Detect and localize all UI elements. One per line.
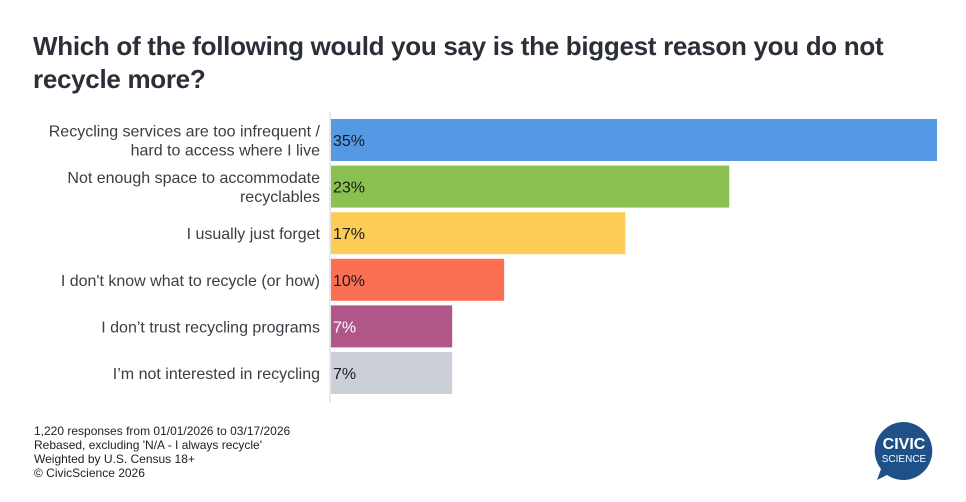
bar-4 [331,305,453,348]
logo-text-science: SCIENCE [882,454,927,465]
category-label-2: I usually just forget [187,226,321,243]
bar-2 [331,212,626,255]
bar-5 [331,352,453,394]
value-label-3: 10% [333,273,365,290]
chart-title: Which of the following would you say is … [33,31,884,94]
category-label-0: Recycling services are too infrequent / h… [49,124,321,160]
bar-chart: 35% Recycling services are too infrequent… [49,112,937,403]
footnote-rebased: Rebased, excluding 'N/A - I always recyc… [34,438,263,452]
civicscience-logo: CIVIC SCIENCE [874,421,933,480]
value-label-1: 23% [333,180,365,197]
value-label-4: 7% [333,319,356,336]
footnotes: 1,220 responses from 01/01/2026 to 03/17… [34,424,290,480]
category-label-5: I’m not interested in recycling [113,366,320,383]
logo-text-civic: CIVIC [883,436,926,453]
footnote-weighted: Weighted by U.S. Census 18+ [34,452,195,466]
bar-1 [331,165,730,208]
category-label-4: I don’t trust recycling programs [101,319,320,336]
footnote-copyright: © CivicScience 2026 [34,466,145,480]
bar-0 [331,119,937,161]
value-label-5: 7% [333,366,356,383]
value-label-2: 17% [333,226,365,243]
category-label-1: Not enough space to accommodate recyclabl… [67,170,320,206]
footnote-responses: 1,220 responses from 01/01/2026 to 03/17… [34,424,291,438]
logo-speech-bubble [874,421,933,480]
category-label-3: I don't know what to recycle (or how) [61,273,320,290]
bar-3 [331,258,505,301]
value-label-0: 35% [333,133,365,150]
